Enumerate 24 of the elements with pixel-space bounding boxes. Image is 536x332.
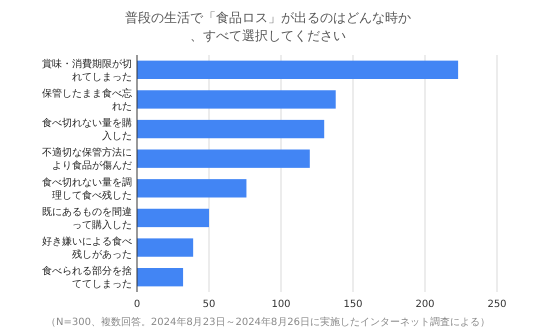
text: （N=300、複数回答。2024年8月23日～2024年8月26日に実施したインターネット調査による）: [46, 316, 490, 328]
y-tick-label: 食べ切れない量を購入した: [42, 117, 132, 142]
x-tick-label: 0: [134, 299, 140, 310]
y-tick-label: 賞味・消費期限が切れてしまった: [42, 58, 132, 83]
x-tick-label: 50: [202, 299, 216, 310]
bar: [137, 120, 324, 138]
y-tick-label: 食べ切れない量を調理して食べ残した: [42, 176, 132, 202]
bar: [137, 179, 246, 198]
bar: [137, 60, 458, 79]
bar: [137, 268, 184, 286]
y-tick-label: 不適切な保管方法により食品が傷んだ: [42, 146, 132, 172]
x-tick-label: 250: [487, 299, 507, 310]
y-tick-label: 好き嫌いによる食べ残しがあった: [42, 236, 132, 261]
y-tick-label: 保管したまま食べ忘れた: [42, 87, 132, 112]
bar: [137, 238, 194, 257]
y-tick-label: 既にあるものを間違って購入した: [42, 206, 132, 231]
bar: [137, 208, 209, 228]
y-tick-label: 食べられる部分を捨ててしまった: [42, 265, 132, 290]
bar: [137, 90, 336, 109]
x-tick-label: 100: [271, 299, 291, 310]
x-tick-label: 200: [415, 299, 435, 310]
bar: [137, 150, 310, 168]
chart-title: 普段の生活で「食品ロス」が出るのはどんな時か、すべて選択してください: [125, 10, 411, 44]
x-tick-label: 150: [343, 299, 363, 310]
